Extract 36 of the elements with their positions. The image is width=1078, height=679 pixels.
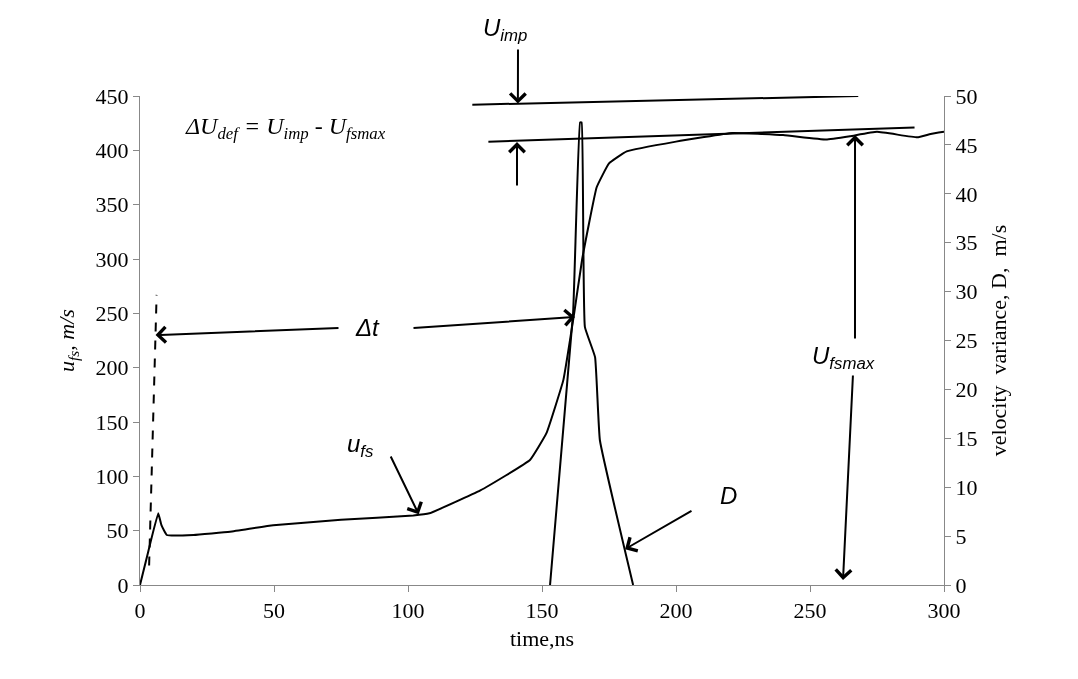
annotation: U$_{fsmax}$ <box>812 342 875 374</box>
y-tick-label: 400 <box>95 138 129 164</box>
y2-tick-label: 45 <box>955 132 978 158</box>
x-tick-label: 250 <box>793 598 827 624</box>
x-tick-label: 100 <box>391 598 425 624</box>
x-tick-label: 50 <box>263 598 285 624</box>
y2-axis-title: velocity variance, D, m/s <box>986 224 1012 457</box>
y-tick-label: 250 <box>95 301 129 327</box>
x-tick-label: 0 <box>134 598 146 624</box>
y2-tick-label: 20 <box>955 377 978 403</box>
x-tick-label: 300 <box>927 598 961 624</box>
y2-tick-label: 25 <box>955 328 978 354</box>
annotation: u$_{fs}$ <box>347 430 375 462</box>
y2-tick-label: 5 <box>955 523 967 549</box>
x-axis-title: time,ns <box>509 626 575 652</box>
y2-tick-label: 10 <box>955 474 978 500</box>
x-tick-label: 150 <box>525 598 559 624</box>
y2-tick-label: 0 <box>955 572 967 598</box>
y2-tick-label: 35 <box>955 230 978 256</box>
x-tick-label: 200 <box>659 598 693 624</box>
annotation: Δt <box>355 314 381 341</box>
y-tick-label: 450 <box>95 83 129 109</box>
annotation: U$_{imp}$ <box>483 14 528 46</box>
y2-tick-label: 40 <box>955 181 978 207</box>
y2-tick-label: 50 <box>955 83 978 109</box>
y-tick-label: 150 <box>95 409 129 435</box>
y-tick-label: 350 <box>95 192 129 218</box>
y2-tick-label: 15 <box>955 426 978 451</box>
annotation: ΔU$_{def}$ = U$_{imp}$ - U$_{fsmax}$ <box>185 113 386 144</box>
y-tick-label: 200 <box>95 355 129 381</box>
y-tick-label: 100 <box>95 464 129 490</box>
y2-tick-label: 30 <box>955 279 978 305</box>
y-tick-label: 0 <box>117 572 129 598</box>
annotation: D <box>720 482 738 509</box>
y-tick-label: 300 <box>95 246 129 272</box>
y-tick-label: 50 <box>106 518 129 544</box>
